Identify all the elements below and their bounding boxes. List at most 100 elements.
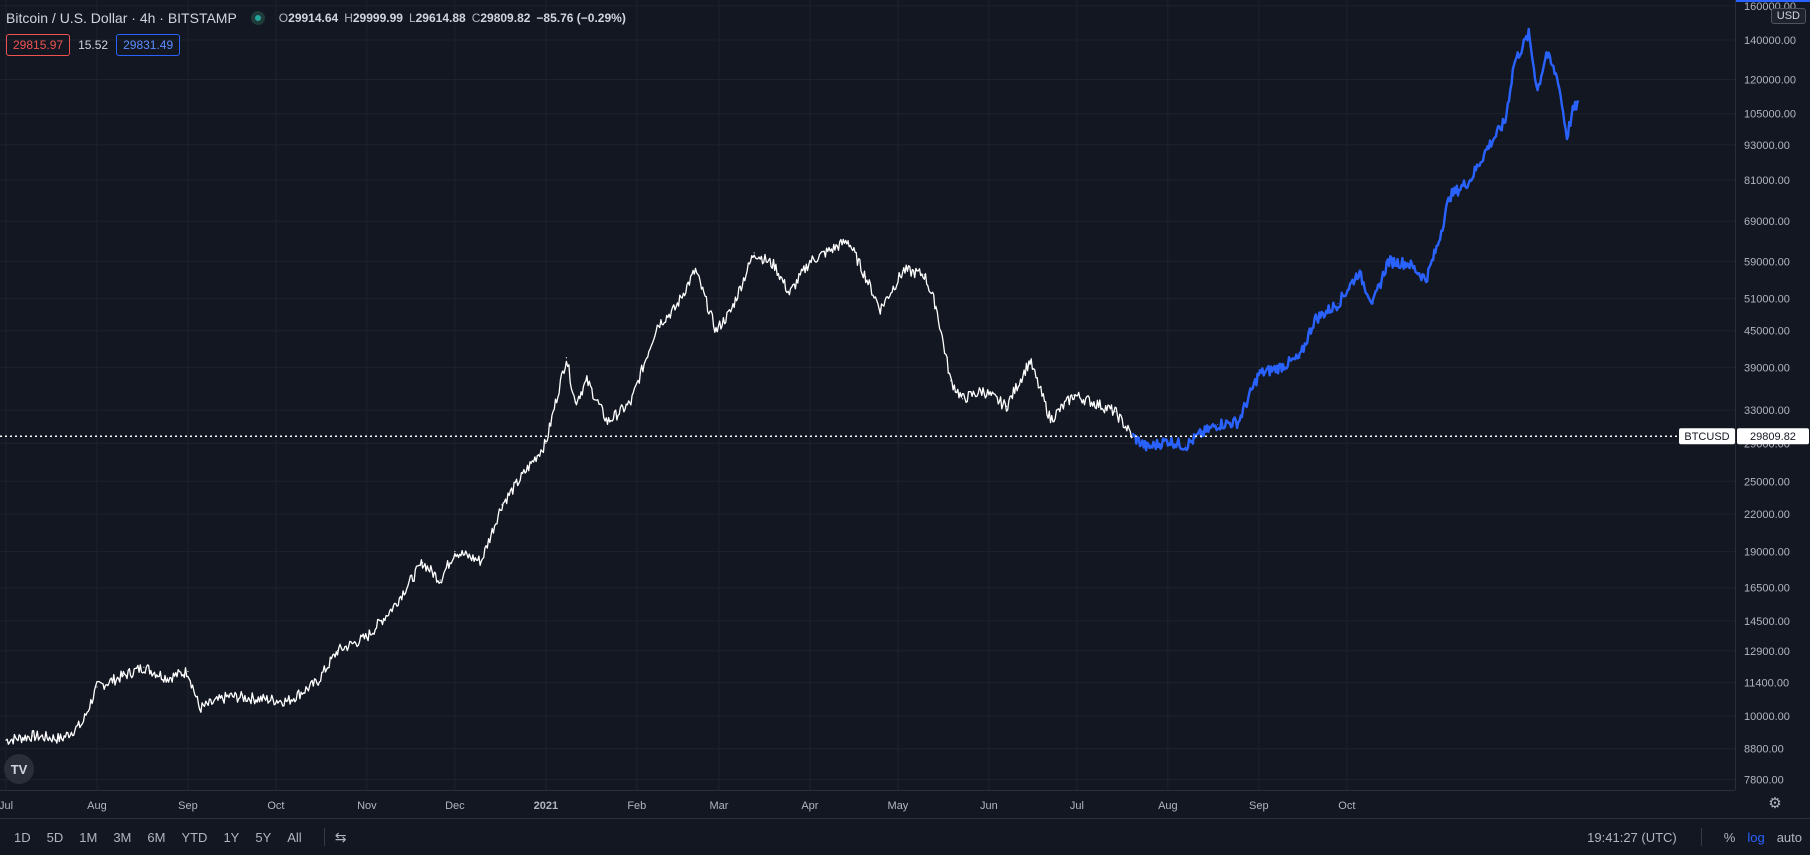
data-point-history [809, 260, 811, 262]
range-button-1y[interactable]: 1Y [223, 829, 240, 845]
range-button-3m[interactable]: 3M [113, 829, 132, 845]
price-axis[interactable]: 7800.00 8800.00 10000.00 11400.00 12900.00 14… [1736, 0, 1810, 790]
y-tick-label: 93000.00 [1744, 140, 1790, 152]
currency-button[interactable]: USD [1770, 8, 1806, 24]
quote-row: 29815.97 15.52 29831.49 [6, 34, 181, 56]
chart-pane[interactable]: BTCUSD Bitcoin / U.S. Dollar · 4h · BITS… [0, 0, 1735, 790]
data-point-projection [1566, 136, 1568, 138]
open-label: O [278, 11, 289, 25]
y-tick-label: 69000.00 [1744, 216, 1790, 228]
range-button-all[interactable]: All [287, 829, 302, 845]
range-button-5d[interactable]: 5D [46, 829, 64, 845]
calendar-range-icon[interactable]: ⇆ [334, 828, 347, 845]
data-point-history [501, 504, 503, 506]
x-tick-label: 2021 [534, 800, 558, 812]
data-point-history [574, 401, 576, 404]
range-button-5y[interactable]: 5Y [255, 829, 272, 845]
x-tick-label: Jul [0, 800, 13, 812]
range-button-6m[interactable]: 6M [147, 829, 166, 845]
data-point-projection [1407, 262, 1410, 265]
data-point-history [366, 636, 368, 638]
data-point-projection [1513, 62, 1515, 64]
data-point-history [5, 739, 7, 741]
data-point-history [392, 606, 394, 608]
y-tick-label: 45000.00 [1744, 326, 1790, 338]
low-label: L [408, 11, 416, 25]
x-tick-label: Aug [87, 800, 107, 812]
data-point-projection [1448, 195, 1451, 198]
data-point-projection [1387, 260, 1389, 262]
data-point-history [565, 357, 567, 359]
data-point-history [847, 239, 849, 242]
y-tick-label: 120000.00 [1744, 74, 1796, 86]
x-tick-label: Mar [709, 800, 728, 812]
data-point-projection [1313, 318, 1316, 321]
y-tick-label: 81000.00 [1744, 175, 1790, 187]
data-point-history [187, 670, 189, 673]
data-point-history [788, 293, 790, 295]
x-tick-label: Sep [178, 800, 198, 812]
data-point-history [935, 305, 937, 307]
utc-clock[interactable]: 19:41:27 (UTC) [1587, 829, 1677, 845]
symbol-legend: Bitcoin / U.S. Dollar · 4h · BITSTAMP O 2… [6, 10, 626, 26]
data-point-history [439, 579, 441, 581]
x-tick-label: Jul [1070, 800, 1084, 812]
data-point-history [122, 675, 124, 677]
x-tick-label: May [888, 800, 909, 812]
data-point-projection [1557, 78, 1559, 81]
x-tick-label: Aug [1158, 800, 1178, 812]
data-point-history [31, 735, 34, 737]
log-scale-toggle[interactable]: log [1747, 829, 1765, 845]
high-value: 29999.99 [352, 11, 403, 25]
time-axis-labels[interactable]: Jul Aug Sep Oct Nov Dec 2021 Feb Mar Apr May Jun Jul… [0, 791, 1735, 819]
data-point-history [961, 398, 964, 400]
data-point-history [630, 401, 632, 404]
price-chart[interactable]: BTCUSD [0, 0, 1735, 790]
data-point-projection [1299, 357, 1301, 359]
x-tick-label: Sep [1249, 800, 1269, 812]
range-button-1m[interactable]: 1M [79, 829, 98, 845]
range-button-ytd[interactable]: YTD [181, 829, 208, 845]
data-point-projection [1504, 120, 1506, 122]
data-point-history [923, 274, 925, 276]
data-point-projection [1146, 447, 1148, 449]
symbol-tag-bg [1679, 428, 1735, 445]
data-point-projection [1372, 303, 1374, 305]
data-point-history [674, 308, 676, 310]
gear-icon[interactable]: ⚙ [1768, 795, 1782, 812]
percent-scale-toggle[interactable]: % [1723, 829, 1736, 845]
data-point-history [422, 562, 424, 564]
data-point-projection [1167, 440, 1169, 442]
time-axis[interactable]: Jul Aug Sep Oct Nov Dec 2021 Feb Mar Apr May Jun Jul… [0, 790, 1735, 818]
x-tick-label: Apr [801, 800, 818, 812]
x-tick-label: Oct [1338, 800, 1355, 812]
x-tick-label: Nov [357, 800, 377, 812]
y-tick-label: 16500.00 [1744, 583, 1790, 595]
symbol-title[interactable]: Bitcoin / U.S. Dollar · 4h · BITSTAMP [6, 10, 237, 26]
range-button-1d[interactable]: 1D [14, 829, 31, 845]
tradingview-logo-icon[interactable]: TV [4, 754, 34, 784]
auto-scale-toggle[interactable]: auto [1776, 829, 1802, 845]
data-point-projection [1199, 433, 1201, 436]
data-point-projection [1437, 243, 1439, 246]
data-point-projection [1237, 421, 1239, 423]
series-line-history [5, 238, 1134, 745]
data-point-projection [1487, 146, 1489, 149]
data-point-history [480, 560, 482, 562]
data-point-projection [1258, 373, 1260, 375]
data-point-history [454, 550, 456, 553]
sell-button[interactable]: 29815.97 [6, 34, 71, 56]
data-point-history [1005, 405, 1008, 407]
price-scale[interactable]: 7800.00 8800.00 10000.00 11400.00 12900.00 14… [1735, 0, 1810, 790]
data-point-history [228, 695, 230, 697]
data-point-history [257, 698, 259, 700]
market-open-dot-icon [250, 11, 265, 25]
y-tick-label: 59000.00 [1744, 256, 1790, 268]
buy-button[interactable]: 29831.49 [116, 34, 181, 56]
current-price-tag: 29809.82 [1750, 431, 1796, 443]
change-value: −85.76 (−0.29%) [536, 11, 626, 25]
y-tick-label: 22000.00 [1744, 509, 1790, 521]
data-point-projection [1184, 445, 1187, 447]
data-point-history [730, 310, 732, 313]
